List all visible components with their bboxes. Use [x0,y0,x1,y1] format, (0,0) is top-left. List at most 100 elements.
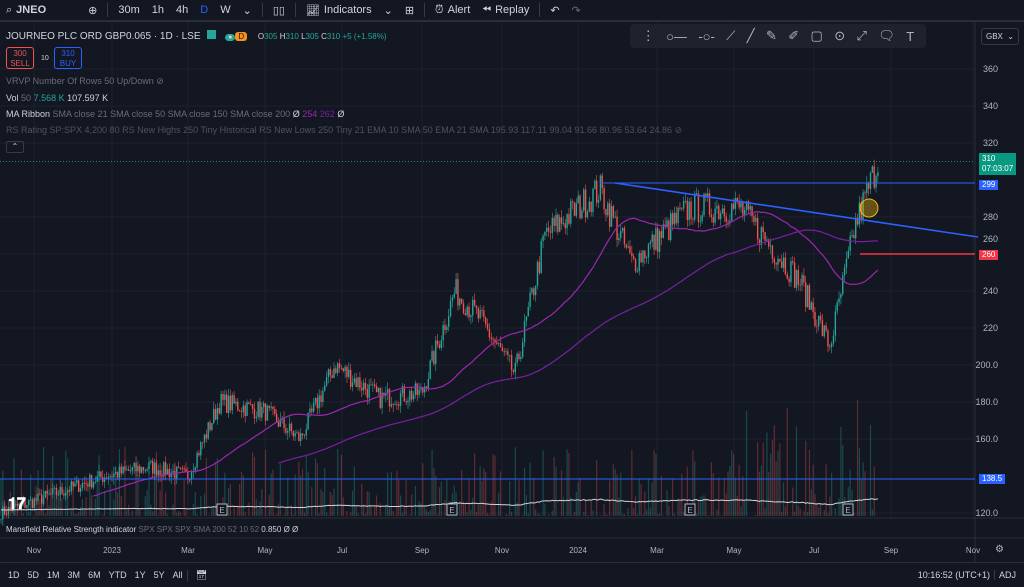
volume-bar [572,515,574,516]
candle-body [362,382,365,391]
candle-body [163,462,165,477]
mansfield-legend[interactable]: Mansfield Relative Strength indicator SP… [6,525,299,534]
candle-body [164,462,167,476]
currency-select[interactable]: GBX ⌄ [981,28,1019,45]
adj-toggle[interactable]: ADJ [993,570,1020,580]
volume-bar [279,463,281,516]
volume-bar [579,477,581,516]
volume-bar [727,471,729,516]
volume-bar [363,505,365,516]
volume-bar [823,509,825,516]
range-5d[interactable]: 5D [27,570,40,580]
candles-icon: ▯▯ [272,4,285,17]
path-icon[interactable]: ⤢ [856,28,867,43]
candle-body [470,315,472,318]
text-icon[interactable]: T [906,28,915,44]
add-symbol-button[interactable]: ⊕ [82,4,103,17]
candle-body [309,408,311,413]
circle-icon[interactable]: ⊙ [834,28,846,43]
undo-button[interactable]: ↶ [544,4,565,17]
candle-body [85,483,87,484]
symbol-title: JOURNEO PLC ORD GBP0.065 · 1D · LSE [6,31,201,42]
candle-body [92,482,95,488]
candle-body [599,175,602,200]
volume-bar [72,482,74,516]
brush-icon[interactable]: ✎ [765,28,777,43]
candle-body [560,217,563,224]
range-1m[interactable]: 1M [47,570,60,580]
candle-body [146,469,148,471]
candle-body [170,472,172,478]
time-tick: Nov [26,546,42,555]
range-3m[interactable]: 3M [67,570,81,580]
volume-bar [468,478,470,516]
interval-4h[interactable]: 4h [176,4,189,16]
volume-bar [518,480,520,516]
alert-button[interactable]: ⏰︎ Alert [435,3,471,17]
vrvp-legend[interactable]: VRVP Number Of Rows 50 Up/Down ⊘ [6,76,164,86]
spread-value: 10 [41,55,49,62]
rectangle-icon[interactable]: ▢ [810,28,823,43]
volume-bar [366,491,368,516]
settings-gear-icon[interactable]: ⚙ [995,544,1004,555]
range-5y[interactable]: 5Y [153,570,165,580]
last-price-label: 310 07:03:07 [979,153,1017,175]
chart-type-button[interactable]: ▯▯ [267,4,291,17]
interval-1h[interactable]: 1h [151,4,165,16]
candle-body [644,250,646,259]
candle-body [220,393,222,414]
candle-body [259,401,261,418]
volume-bar [5,505,8,516]
highlighter-icon[interactable]: ✐ [788,28,800,43]
range-all[interactable]: All [172,570,183,580]
trend-line-icon[interactable]: ⟋ [726,28,736,43]
calendar-icon[interactable]: 📅︎ [186,569,211,581]
sell-button[interactable]: 300 SELL [6,47,34,69]
interval-d[interactable]: D [200,4,209,16]
range-ytd[interactable]: YTD [108,570,127,580]
volume-bar [152,511,154,516]
candle-body [129,470,132,472]
horizontal-line-icon[interactable]: ○— [666,28,687,44]
candle-body [42,497,45,504]
horizontal-ray-icon[interactable]: -○- [698,28,715,44]
volume-legend[interactable]: Vol 50 7.568 K 107.597 K [6,93,109,103]
earnings-marker [216,503,228,516]
candle-body [18,503,21,507]
volume-bar [816,502,818,516]
replay-button[interactable]: ⏪︎ Replay [482,3,530,17]
volume-bar [239,484,241,516]
volume-bar [89,474,91,516]
interval-30m[interactable]: 30m [118,4,140,16]
indicators-dropdown[interactable]: ⌄ [378,4,399,17]
interval-dropdown[interactable]: ⌄ [237,4,258,17]
volume-bar [511,511,513,516]
indicators-icon: 📈︎ [305,4,320,17]
range-1d[interactable]: 1D [8,570,20,580]
drag-handle-icon[interactable]: ⋮ [641,28,655,43]
buy-button[interactable]: 310 BUY [54,47,82,69]
ray-icon[interactable]: ╱ [746,28,755,43]
clock[interactable]: 10:16:52 (UTC+1) [917,570,990,580]
rs-rating-legend[interactable]: RS Rating SP:SPX 4,200 80 RS New Highs 2… [6,125,683,135]
interval-w[interactable]: W [220,4,231,16]
redo-button[interactable]: ↷ [566,4,587,17]
collapse-legend-button[interactable]: ⌃ [6,141,24,153]
layouts-button[interactable]: ⊞ [399,4,420,17]
volume-bar [446,479,448,516]
candle-body [246,402,248,416]
ma-ribbon-legend[interactable]: MA Ribbon SMA close 21 SMA close 50 SMA … [6,109,345,119]
symbol-search[interactable]: ⌕ JNEO [6,3,47,17]
indicators-button[interactable]: 📈︎ Indicators [305,4,372,17]
volume-bar [61,498,63,516]
candle-body [255,417,257,419]
candle-body [744,209,746,215]
range-6m[interactable]: 6M [88,570,101,580]
range-1y[interactable]: 1Y [134,570,146,580]
market-open-flag-icon [207,30,217,39]
candle-body [120,466,122,474]
volume-bar [758,471,761,516]
volume-bar [333,488,335,516]
callout-icon[interactable]: 🗨︎ [878,28,895,43]
